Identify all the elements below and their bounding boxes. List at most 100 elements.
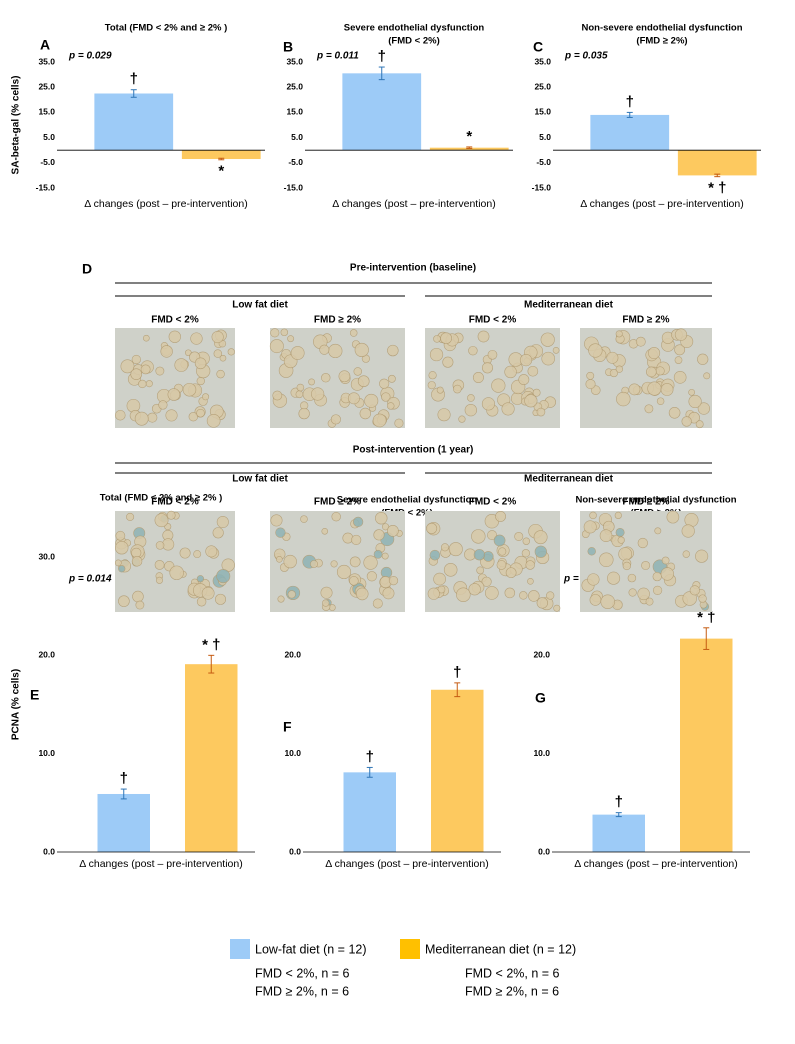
y-tick-label: 5.0 [539, 132, 551, 142]
cell [448, 542, 463, 557]
cell [587, 573, 600, 586]
micrograph [115, 328, 235, 428]
cell [300, 515, 308, 523]
panel-letter: G [535, 690, 546, 706]
cell [321, 527, 329, 535]
y-tick-label: 35.0 [286, 56, 303, 66]
cell [147, 412, 158, 423]
cell [351, 534, 362, 546]
cell [206, 414, 221, 428]
cell [372, 413, 387, 428]
cell [179, 547, 191, 559]
y-tick-label: 20.0 [533, 650, 550, 660]
cell [498, 547, 507, 556]
cell [440, 543, 450, 552]
cell [695, 549, 709, 563]
cell [355, 587, 369, 601]
cell [505, 567, 517, 579]
cell [587, 547, 596, 556]
cell [518, 374, 530, 386]
cell [652, 571, 662, 582]
cell [272, 390, 283, 401]
cell [615, 365, 624, 373]
column-label: FMD ≥ 2% [314, 315, 361, 326]
cell [328, 343, 343, 359]
cell [277, 595, 285, 603]
chart-title: Total (FMD < 2% and ≥ 2% ) [100, 493, 222, 504]
group-title: Mediterranean diet [524, 474, 614, 485]
significance-marker: * [218, 163, 224, 180]
cell [668, 407, 681, 419]
cell [627, 573, 637, 583]
column-label: FMD < 2% [469, 315, 517, 326]
y-tick-label: -15.0 [532, 182, 552, 192]
bar [185, 664, 238, 852]
cell [481, 362, 494, 374]
error-bar [615, 812, 622, 818]
cell [607, 571, 621, 585]
error-bar [218, 157, 225, 161]
cell [666, 510, 680, 524]
chart-panel: A Total (FMD < 2% and ≥ 2% ) p = 0.029 SA-b… [11, 23, 265, 210]
cell [703, 372, 711, 380]
cell [468, 345, 478, 356]
cell [433, 335, 441, 343]
cell [196, 408, 205, 418]
legend-swatch [230, 939, 250, 959]
cell [212, 527, 224, 539]
cell [697, 353, 709, 365]
bar [590, 114, 670, 151]
cell [275, 527, 286, 538]
cell [616, 391, 631, 407]
cell [155, 576, 163, 584]
cell [202, 393, 210, 401]
cell [347, 392, 360, 405]
bar [431, 689, 484, 852]
cell [287, 335, 295, 343]
cell [674, 328, 688, 341]
cell [437, 408, 451, 422]
cell [536, 597, 548, 609]
column-label: FMD < 2% [151, 315, 199, 326]
cell [528, 590, 540, 602]
cell [126, 398, 141, 413]
cell [357, 375, 370, 388]
group-title: Low fat diet [232, 474, 288, 485]
cell [674, 356, 683, 364]
cell [280, 328, 289, 337]
cell [527, 577, 534, 585]
cell [359, 407, 372, 420]
cell [660, 567, 675, 581]
cell [211, 330, 224, 344]
cell [688, 394, 702, 409]
cell [527, 365, 539, 377]
cell [270, 328, 280, 338]
cell [501, 402, 515, 416]
cell [193, 550, 202, 559]
row-title: Post-intervention (1 year) [353, 445, 474, 456]
cell [618, 547, 633, 561]
cell [155, 541, 165, 550]
cell [606, 351, 619, 364]
panel-letter: E [30, 687, 39, 703]
cell [673, 371, 687, 384]
cell [635, 336, 646, 347]
y-tick-label: 0.0 [289, 846, 301, 856]
cell [196, 575, 205, 583]
cell [589, 511, 597, 520]
bar [677, 150, 757, 176]
y-tick-label: -5.0 [536, 157, 551, 167]
micrograph [580, 510, 712, 612]
cell [589, 594, 602, 606]
panel-letter: D [82, 261, 92, 277]
cell [135, 600, 145, 610]
cell [174, 358, 189, 372]
p-value: p = 0.014 [68, 574, 112, 585]
chart-title: Severe endothelial dysfunction [337, 495, 478, 506]
error-bar [466, 146, 473, 149]
cell [308, 378, 315, 386]
cell [436, 386, 444, 394]
cell [428, 371, 437, 380]
cell [615, 330, 623, 338]
cell [131, 354, 141, 365]
